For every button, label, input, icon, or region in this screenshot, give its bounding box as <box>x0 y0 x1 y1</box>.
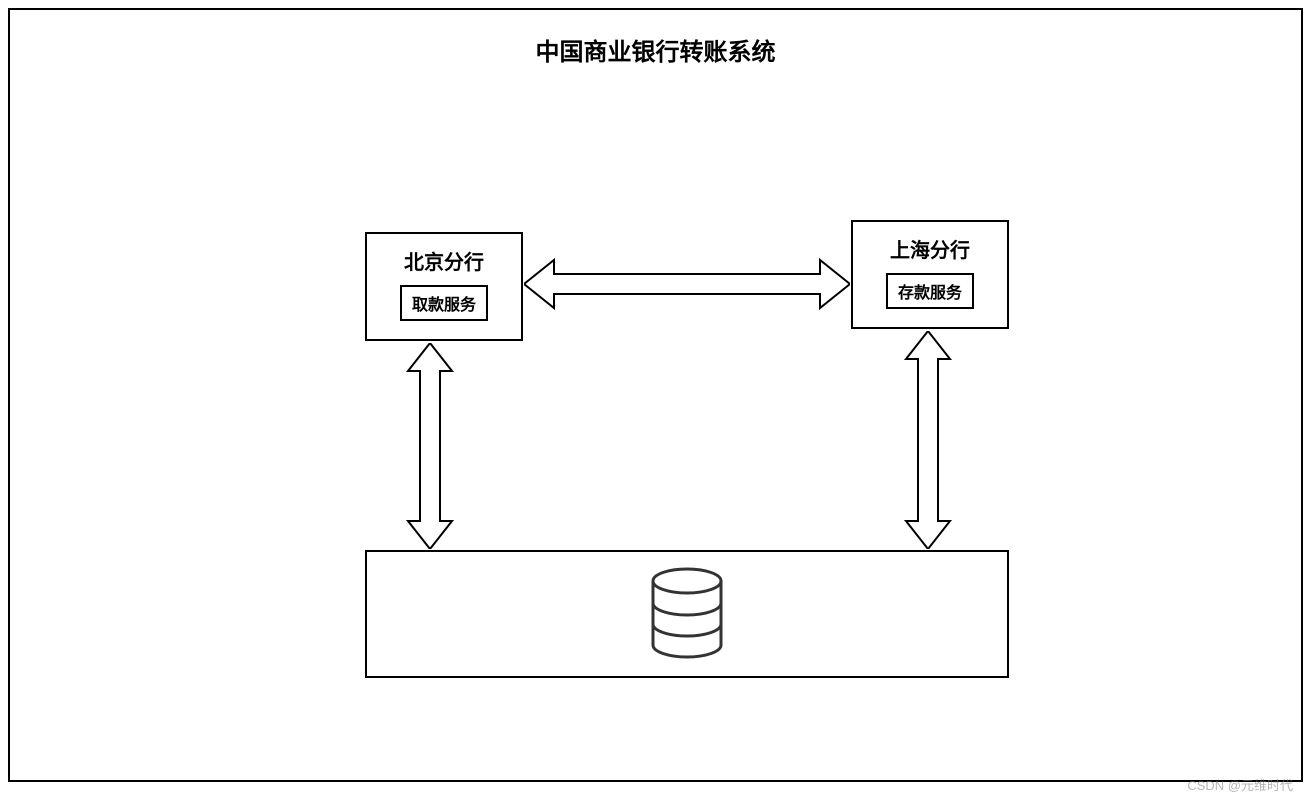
node-database <box>365 550 1009 678</box>
node-shanghai-service: 存款服务 <box>886 273 974 309</box>
diagram-title: 中国商业银行转账系统 <box>536 32 776 67</box>
node-beijing-label: 北京分行 <box>385 246 503 275</box>
node-beijing-service: 取款服务 <box>400 285 488 321</box>
node-shanghai-label: 上海分行 <box>871 234 989 263</box>
node-beijing: 北京分行 取款服务 <box>365 232 523 341</box>
arrow-shanghai-database <box>903 331 953 549</box>
diagram-frame: 中国商业银行转账系统 北京分行 取款服务 上海分行 存款服务 <box>8 8 1303 782</box>
arrow-beijing-shanghai <box>524 254 850 314</box>
database-icon <box>647 567 727 661</box>
watermark: CSDN @元维时代 <box>1187 775 1293 794</box>
arrow-beijing-database <box>405 343 455 549</box>
node-shanghai: 上海分行 存款服务 <box>851 220 1009 329</box>
